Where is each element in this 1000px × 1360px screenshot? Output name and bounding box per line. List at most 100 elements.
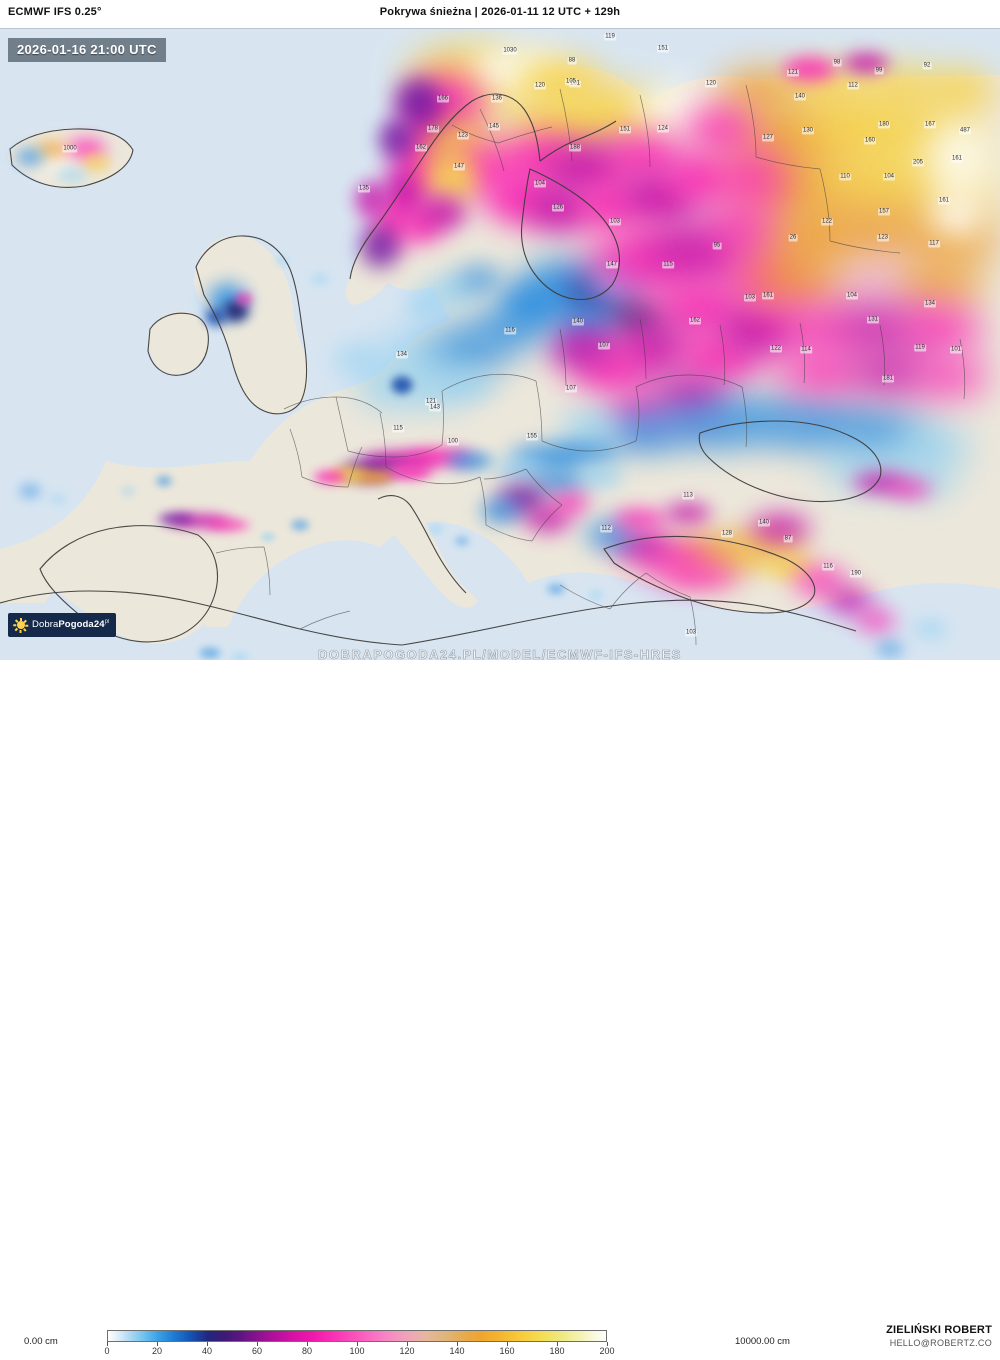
snow-depth-blob: [18, 483, 42, 499]
snow-depth-value-label: 1030: [502, 47, 518, 55]
colorbar-tick-label: 100: [349, 1346, 365, 1356]
colorbar-tick-label: 20: [151, 1346, 163, 1356]
snow-depth-blob: [290, 519, 310, 531]
weather-map[interactable]: 1000 1030 88 119 151 101 120 121 98 99 92 166 136 120…: [0, 28, 1000, 661]
snow-depth-blob: [874, 639, 906, 659]
snow-depth-blob: [260, 532, 276, 542]
snow-depth-value-label: 103: [608, 218, 622, 226]
snow-depth-value-label: 151: [618, 126, 632, 134]
colorbar-tick-label: 140: [449, 1346, 465, 1356]
author-name: ZIELIŃSKI ROBERT: [886, 1324, 992, 1336]
snow-depth-value-label: 147: [605, 261, 619, 269]
snow-depth-value-label: 92: [922, 62, 932, 70]
snow-depth-value-label: 143: [428, 404, 442, 412]
snow-depth-value-label: 140: [571, 318, 585, 326]
snow-depth-value-label: 101: [568, 80, 582, 88]
snow-depth-value-label: 103: [684, 629, 698, 637]
snow-depth-value-label: 161: [950, 155, 964, 163]
sun-icon: [13, 617, 29, 633]
header-bar: ECMWF IFS 0.25° Pokrywa śnieżna | 2026-0…: [0, 0, 1000, 28]
snow-depth-value-label: 100: [446, 438, 460, 446]
snow-depth-value-label: 166: [436, 95, 450, 103]
snow-depth-value-label: 88: [567, 57, 577, 65]
colorbar-tick-label: 200: [599, 1346, 615, 1356]
snow-depth-value-label: 110: [839, 173, 851, 181]
snow-depth-value-label: 140: [793, 93, 807, 101]
snow-depth-value-label: 123: [456, 132, 470, 140]
colorbar[interactable]: 0 20 40 60 80 100 120 140 160 180 200: [104, 1330, 615, 1356]
snow-depth-blob: [920, 65, 1000, 113]
snow-depth-value-label: 116: [822, 563, 834, 571]
author-email: HELLO@ROBERTZ.CO: [889, 1338, 992, 1348]
snow-depth-blob: [610, 507, 670, 531]
snow-depth-value-label: 134: [923, 300, 937, 308]
snow-depth-blob: [780, 55, 840, 83]
brand-logo[interactable]: DobraPogoda24pl: [8, 613, 116, 637]
snow-depth-value-label: 128: [720, 530, 734, 538]
snow-depth-value-label: 157: [877, 208, 891, 216]
snow-depth-blob: [906, 353, 994, 401]
snow-depth-blob: [444, 451, 496, 471]
snow-depth-blob: [120, 486, 136, 496]
snow-depth-blob: [892, 301, 988, 357]
snow-depth-blob: [330, 343, 382, 375]
snow-depth-value-label: 107: [564, 385, 578, 393]
snow-depth-value-label: 127: [761, 134, 775, 142]
snow-depth-value-label: 101: [949, 346, 963, 354]
snow-depth-value-label: 115: [392, 425, 404, 433]
footer-bar: 0.00 cm 10000.00 cm 0 20 40 60 80 100 120 140 16…: [0, 660, 1000, 1356]
snow-depth-value-label: 161: [937, 197, 951, 205]
snow-depth-blob: [854, 607, 898, 635]
snow-depth-value-label: 180: [877, 121, 891, 129]
snow-depth-value-label: 105: [564, 78, 578, 86]
snow-depth-value-label: 122: [820, 218, 834, 226]
snow-depth-value-label: 135: [357, 185, 371, 193]
page-title: Pokrywa śnieżna | 2026-01-11 12 UTC + 12…: [379, 6, 621, 18]
snow-depth-value-label: 120: [533, 82, 547, 90]
snow-depth-value-label: 112: [600, 525, 612, 533]
snow-depth-blob: [698, 197, 782, 261]
snow-depth-value-label: 162: [688, 317, 702, 325]
snow-depth-value-label: 190: [849, 570, 863, 578]
snow-depth-value-label: 123: [876, 234, 890, 242]
valid-time-badge: 2026-01-16 21:00 UTC: [8, 38, 166, 62]
snow-depth-blob: [574, 465, 626, 489]
snow-depth-value-label: 121: [424, 398, 438, 406]
snow-depth-value-label: 119: [604, 33, 616, 41]
snow-depth-blob: [49, 493, 67, 505]
snow-depth-value-label: 160: [863, 137, 877, 145]
snow-depth-blob: [310, 272, 330, 286]
snow-depth-value-label: 116: [504, 327, 516, 335]
snow-depth-value-label: 126: [551, 204, 565, 212]
colorbar-tick-label: 80: [301, 1346, 313, 1356]
snow-depth-value-label: 119: [914, 344, 926, 352]
snow-depth-value-label: 117: [928, 240, 940, 248]
snow-depth-value-label: 104: [533, 180, 547, 188]
logo-suffix: pl: [104, 619, 110, 626]
snow-depth-value-label: 87: [783, 535, 793, 543]
brand-logo-text: DobraPogoda24pl: [32, 619, 109, 630]
snow-depth-value-label: 113: [682, 492, 694, 500]
snow-depth-blob: [230, 652, 250, 661]
snow-depth-value-label: 178: [426, 125, 440, 133]
snow-depth-blob: [390, 375, 414, 395]
snow-depth-blob: [155, 475, 173, 487]
snow-depth-value-label: 115: [662, 261, 674, 269]
snow-depth-value-label: 112: [847, 82, 859, 90]
snow-depth-value-label: 161: [761, 292, 775, 300]
colorbar-tick-label: 40: [201, 1346, 213, 1356]
snow-depth-value-label: 205: [911, 159, 925, 167]
colorbar-tick-label: 120: [399, 1346, 415, 1356]
snow-depth-value-label: 167: [923, 121, 937, 129]
snow-depth-value-label: 95: [712, 242, 722, 250]
snow-depth-value-label: 147: [452, 163, 466, 171]
colorbar-tick-label: 160: [499, 1346, 515, 1356]
snow-depth-value-label: 136: [490, 95, 504, 103]
snow-depth-blob: [662, 501, 714, 525]
snow-depth-value-label: 134: [395, 351, 409, 359]
snow-depth-value-label: 98: [832, 59, 842, 67]
snow-depth-value-label: 131: [866, 316, 880, 324]
logo-part1: Dobra: [32, 619, 59, 631]
snow-depth-value-label: 104: [882, 173, 896, 181]
snow-depth-value-label: 120: [704, 80, 718, 88]
